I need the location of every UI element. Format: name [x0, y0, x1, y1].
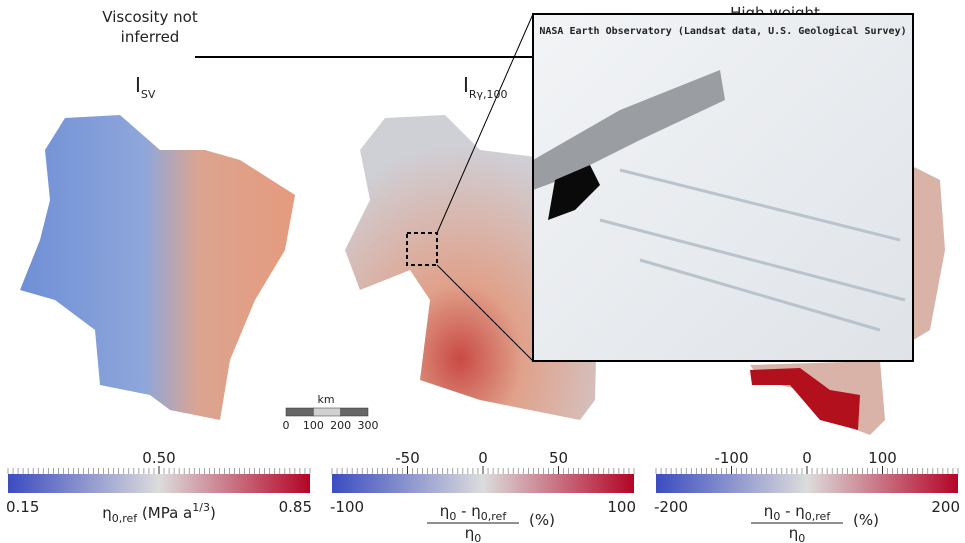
label-part: 0,ref [805, 510, 832, 523]
colorbar-label: η0,ref (MPa a1/3) [102, 501, 216, 525]
label-part: 0 [798, 532, 805, 543]
panel-subscript: Rγ,100 [469, 88, 508, 101]
label-part: η [465, 524, 475, 542]
label-part: 0 [474, 532, 481, 543]
figure: Viscosity not inferred High weight ISV I… [0, 0, 965, 543]
tick-label: -50 [395, 449, 420, 467]
scale-segment [313, 408, 340, 416]
max-label: 100 [607, 498, 636, 516]
tick-label: 0 [802, 449, 812, 467]
scale-tick-label: 0 [283, 419, 290, 432]
label-numerator: η0 - η0,ref [764, 502, 832, 523]
scale-unit: km [317, 393, 334, 406]
tick-label: -100 [714, 449, 748, 467]
scale-segment [286, 408, 313, 416]
label-part: η [102, 504, 112, 522]
max-label: 200 [931, 498, 960, 516]
label-part: 1/3 [192, 501, 210, 514]
label-part: 0 [773, 510, 780, 523]
colorbar [8, 474, 310, 493]
min-label: -100 [330, 498, 364, 516]
scale-tick-label: 200 [330, 419, 351, 432]
label-part: ) [210, 504, 216, 522]
colorbar [656, 474, 958, 493]
min-label: -200 [654, 498, 688, 516]
colorbar [332, 474, 634, 493]
label-part: 0,ref [481, 510, 508, 523]
min-label: 0.15 [6, 498, 39, 516]
panel-label: ISV [135, 73, 156, 101]
label-part: 0 [449, 510, 456, 523]
tick-label: 100 [868, 449, 897, 467]
max-label: 0.85 [279, 498, 312, 516]
scale-segment [341, 408, 368, 416]
label-unit: (%) [529, 511, 555, 529]
page: Viscosity not inferred High weight ISV I… [0, 0, 965, 543]
map-left [20, 115, 295, 420]
header-left-2: inferred [121, 28, 180, 46]
label-part: (MPa a [137, 504, 192, 522]
panel-subscript: SV [141, 88, 156, 101]
inset: NASA Earth Observatory (Landsat data, U.… [533, 14, 913, 361]
label-part: - η [456, 502, 480, 520]
label-denominator: η0 [789, 524, 806, 543]
label-denominator: η0 [465, 524, 482, 543]
tick-label: 0.50 [142, 449, 175, 467]
label-part: - η [780, 502, 804, 520]
label-unit: (%) [853, 511, 879, 529]
label-part: η [789, 524, 799, 542]
tick-label: 0 [478, 449, 488, 467]
scale-tick-label: 100 [303, 419, 324, 432]
label-part: η [764, 502, 774, 520]
label-part: 0,ref [112, 512, 139, 525]
inset-credit: NASA Earth Observatory (Landsat data, U.… [539, 25, 906, 37]
label-part: η [440, 502, 450, 520]
tick-label: 50 [549, 449, 568, 467]
scale-bar: km [317, 393, 334, 406]
scale-tick-label: 300 [358, 419, 379, 432]
label-numerator: η0 - η0,ref [440, 502, 508, 523]
header-left: Viscosity not [102, 8, 198, 26]
